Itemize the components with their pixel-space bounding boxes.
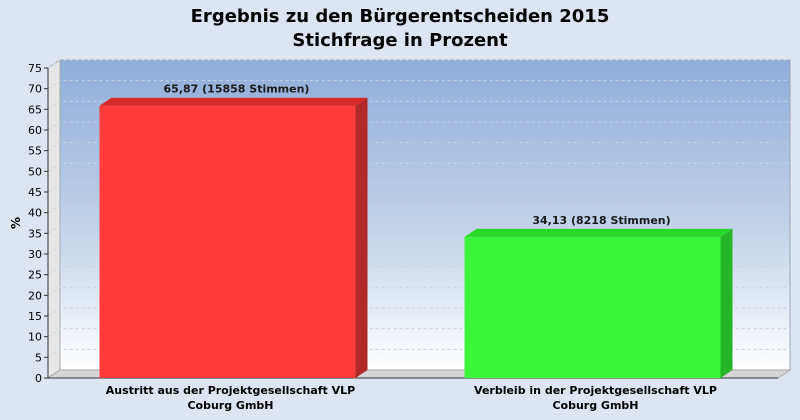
gridline	[47, 80, 790, 90]
y-tick-label: 10	[28, 331, 42, 344]
y-tick-label: 45	[28, 186, 42, 199]
chart-subtitle: Stichfrage in Prozent	[292, 30, 508, 51]
gridline	[47, 307, 790, 317]
y-tick-label: 25	[28, 269, 42, 282]
y-tick-label: 70	[28, 83, 42, 96]
y-tick-label: 60	[28, 124, 42, 137]
gridline	[47, 183, 790, 193]
gridline	[47, 328, 790, 338]
y-tick-label: 30	[28, 248, 42, 261]
gridline	[47, 204, 790, 214]
gridline	[47, 59, 790, 69]
gridline	[47, 100, 790, 110]
gridline	[47, 266, 790, 276]
gridline	[47, 142, 790, 152]
bar-group	[464, 228, 733, 378]
y-tick-label: 20	[28, 289, 42, 302]
x-category-label: Austritt aus der Projektgesellschaft VLP	[106, 384, 355, 397]
bar-group	[99, 97, 368, 378]
data-label: 65,87 (15858 Stimmen)	[164, 83, 310, 96]
bar-side	[720, 228, 733, 378]
y-tick-label: 40	[28, 207, 42, 220]
y-tick-label: 0	[35, 372, 42, 385]
gridline	[47, 286, 790, 296]
gridline	[47, 348, 790, 358]
y-tick-label: 65	[28, 103, 42, 116]
bar-top	[99, 97, 368, 106]
chart-title: Ergebnis zu den Bürgerentscheiden 2015	[191, 6, 610, 27]
x-category-label: Verbleib in der Projektgesellschaft VLP	[474, 384, 717, 397]
y-tick-label: 50	[28, 165, 42, 178]
y-tick-label: 35	[28, 227, 42, 240]
gridline	[47, 224, 790, 234]
y-tick-label: 55	[28, 145, 42, 158]
gridline	[47, 121, 790, 131]
y-axis-label: %	[9, 217, 23, 229]
y-tick-label: 15	[28, 310, 42, 323]
data-label: 34,13 (8218 Stimmen)	[532, 214, 670, 227]
x-category-label: Coburg GmbH	[552, 399, 638, 412]
y-tick-label: 75	[28, 62, 42, 75]
gridline	[47, 245, 790, 255]
y-tick-label: 5	[35, 351, 42, 364]
bar-top	[464, 228, 733, 237]
x-category-label: Coburg GmbH	[187, 399, 273, 412]
gridline	[47, 162, 790, 172]
bar	[99, 105, 356, 378]
bar-side	[355, 97, 368, 378]
bar	[464, 236, 721, 378]
